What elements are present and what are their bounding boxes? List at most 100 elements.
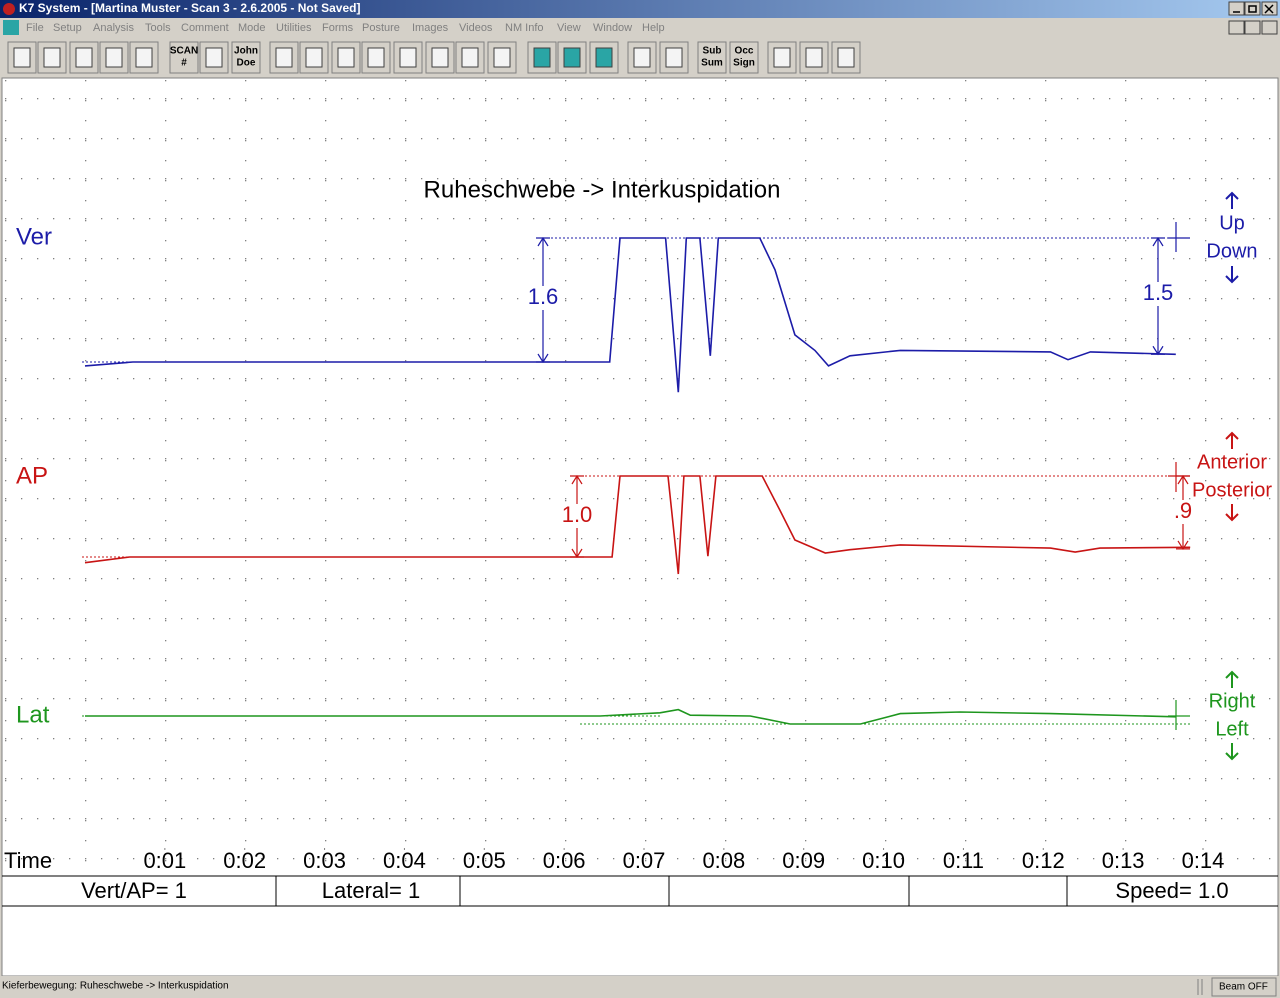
speed: Speed= 1.0 xyxy=(1115,878,1228,903)
toolbar-icon xyxy=(305,47,323,68)
menu-item[interactable]: Tools xyxy=(145,22,171,34)
toolbar-icon xyxy=(633,47,651,68)
toolbar-label: Occ xyxy=(735,46,754,57)
chart-title: Ruheschwebe -> Interkuspidation xyxy=(424,176,781,203)
menu-item[interactable]: Comment xyxy=(181,22,229,34)
minimize-button[interactable] xyxy=(1228,1,1245,16)
toolbar-button[interactable] xyxy=(7,41,37,74)
measure-label: 1.0 xyxy=(562,502,593,527)
menu-bar xyxy=(0,18,1280,38)
menu-item[interactable]: Analysis xyxy=(93,22,134,34)
toolbar-label: SCAN xyxy=(170,46,198,57)
app-icon xyxy=(3,3,15,15)
x-tick-label: 0:10 xyxy=(862,848,905,873)
direction-label: Posterior xyxy=(1192,479,1272,501)
trace-line xyxy=(85,708,1176,725)
beam-panel xyxy=(1211,977,1277,997)
restore-button[interactable] xyxy=(1244,1,1261,16)
menu-item[interactable]: Help xyxy=(642,22,665,34)
menu-item[interactable]: Setup xyxy=(53,22,82,34)
status-text: Kieferbewegung: Ruheschwebe -> Interkusp… xyxy=(2,981,229,992)
title-bar xyxy=(0,0,1280,18)
direction-arrow xyxy=(1225,743,1239,761)
settings-row xyxy=(2,875,1278,907)
trace-name: Lat xyxy=(16,701,50,728)
toolbar-icon xyxy=(337,47,355,68)
direction-label: Up xyxy=(1219,212,1245,234)
menu-item[interactable]: File xyxy=(26,22,44,34)
toolbar-icon xyxy=(43,47,61,68)
direction-label: Anterior xyxy=(1197,451,1267,473)
toolbar-button[interactable] xyxy=(697,41,727,74)
x-tick-label: 0:04 xyxy=(383,848,426,873)
direction-label: Right xyxy=(1209,690,1256,712)
toolbar-label: Sign xyxy=(733,58,755,69)
toolbar-label: John xyxy=(234,46,258,57)
toolbar-button[interactable] xyxy=(231,41,261,74)
toolbar-label: Sum xyxy=(701,58,723,69)
vert-ap-scale: Vert/AP= 1 xyxy=(81,878,187,903)
measure-label: 1.5 xyxy=(1143,280,1174,305)
toolbar-button[interactable] xyxy=(729,41,759,74)
menu-item[interactable]: View xyxy=(557,22,581,34)
menu-item[interactable]: Forms xyxy=(322,22,354,34)
window-controls xyxy=(1228,1,1278,16)
toolbar-icon xyxy=(275,47,293,68)
x-tick-label: 0:05 xyxy=(463,848,506,873)
x-tick-label: 0:13 xyxy=(1102,848,1145,873)
doc-minimize[interactable] xyxy=(1228,20,1245,35)
menu-item[interactable]: Window xyxy=(593,22,632,34)
toolbar-icon xyxy=(461,47,479,68)
menu-item[interactable]: Videos xyxy=(459,22,493,34)
toolbar-icon xyxy=(533,47,551,68)
toolbar-button[interactable] xyxy=(487,41,517,74)
direction-label: Down xyxy=(1206,240,1257,262)
toolbar-icon xyxy=(13,47,31,68)
menu-item[interactable]: Images xyxy=(412,22,449,34)
menu-item[interactable]: Posture xyxy=(362,22,400,34)
toolbar-icon xyxy=(493,47,511,68)
direction-arrow xyxy=(1225,670,1239,688)
status-separator xyxy=(1197,979,1203,995)
toolbar-icon xyxy=(665,47,683,68)
direction-arrow xyxy=(1225,504,1239,522)
x-tick-label: 0:09 xyxy=(782,848,825,873)
direction-label: Left xyxy=(1215,718,1249,740)
lateral-scale: Lateral= 1 xyxy=(322,878,420,903)
x-tick-label: 0:14 xyxy=(1182,848,1225,873)
x-tick-label: 0:08 xyxy=(702,848,745,873)
x-tick-label: 0:12 xyxy=(1022,848,1065,873)
toolbar-icon xyxy=(837,47,855,68)
menu-item[interactable]: NM Info xyxy=(505,22,544,34)
menu-items: File Setup Analysis Tools Comment Mode Utiliti… xyxy=(26,22,665,34)
trace-name: Ver xyxy=(16,223,52,250)
beam-status: Beam OFF xyxy=(1219,982,1268,993)
toolbar-label: Doe xyxy=(237,58,256,69)
toolbar-icon xyxy=(805,47,823,68)
toolbar-icon xyxy=(563,47,581,68)
toolbar-icon xyxy=(135,47,153,68)
toolbar-button[interactable] xyxy=(169,41,199,74)
toolbar-label: # xyxy=(181,58,187,69)
toolbar-icon xyxy=(431,47,449,68)
dot-grid xyxy=(4,80,1276,870)
toolbar-label: Sub xyxy=(703,46,722,57)
doc-restore[interactable] xyxy=(1244,20,1261,35)
toolbar-icon xyxy=(205,47,223,68)
status-bar xyxy=(0,976,1280,998)
toolbar-icon xyxy=(367,47,385,68)
measure-label-bg xyxy=(557,504,597,528)
x-tick-label: 0:01 xyxy=(143,848,186,873)
doc-close[interactable] xyxy=(1261,20,1278,35)
measure-label-bg xyxy=(1163,500,1203,524)
menu-item[interactable]: Utilities xyxy=(276,22,312,34)
direction-arrow xyxy=(1225,191,1239,209)
direction-arrow xyxy=(1225,431,1239,449)
measure-label: 1.6 xyxy=(528,284,559,309)
measure-label-bg xyxy=(1138,282,1178,306)
toolbar-icon xyxy=(75,47,93,68)
menu-item[interactable]: Mode xyxy=(238,22,266,34)
doc-icon xyxy=(3,20,19,35)
x-tick-label: 0:03 xyxy=(303,848,346,873)
